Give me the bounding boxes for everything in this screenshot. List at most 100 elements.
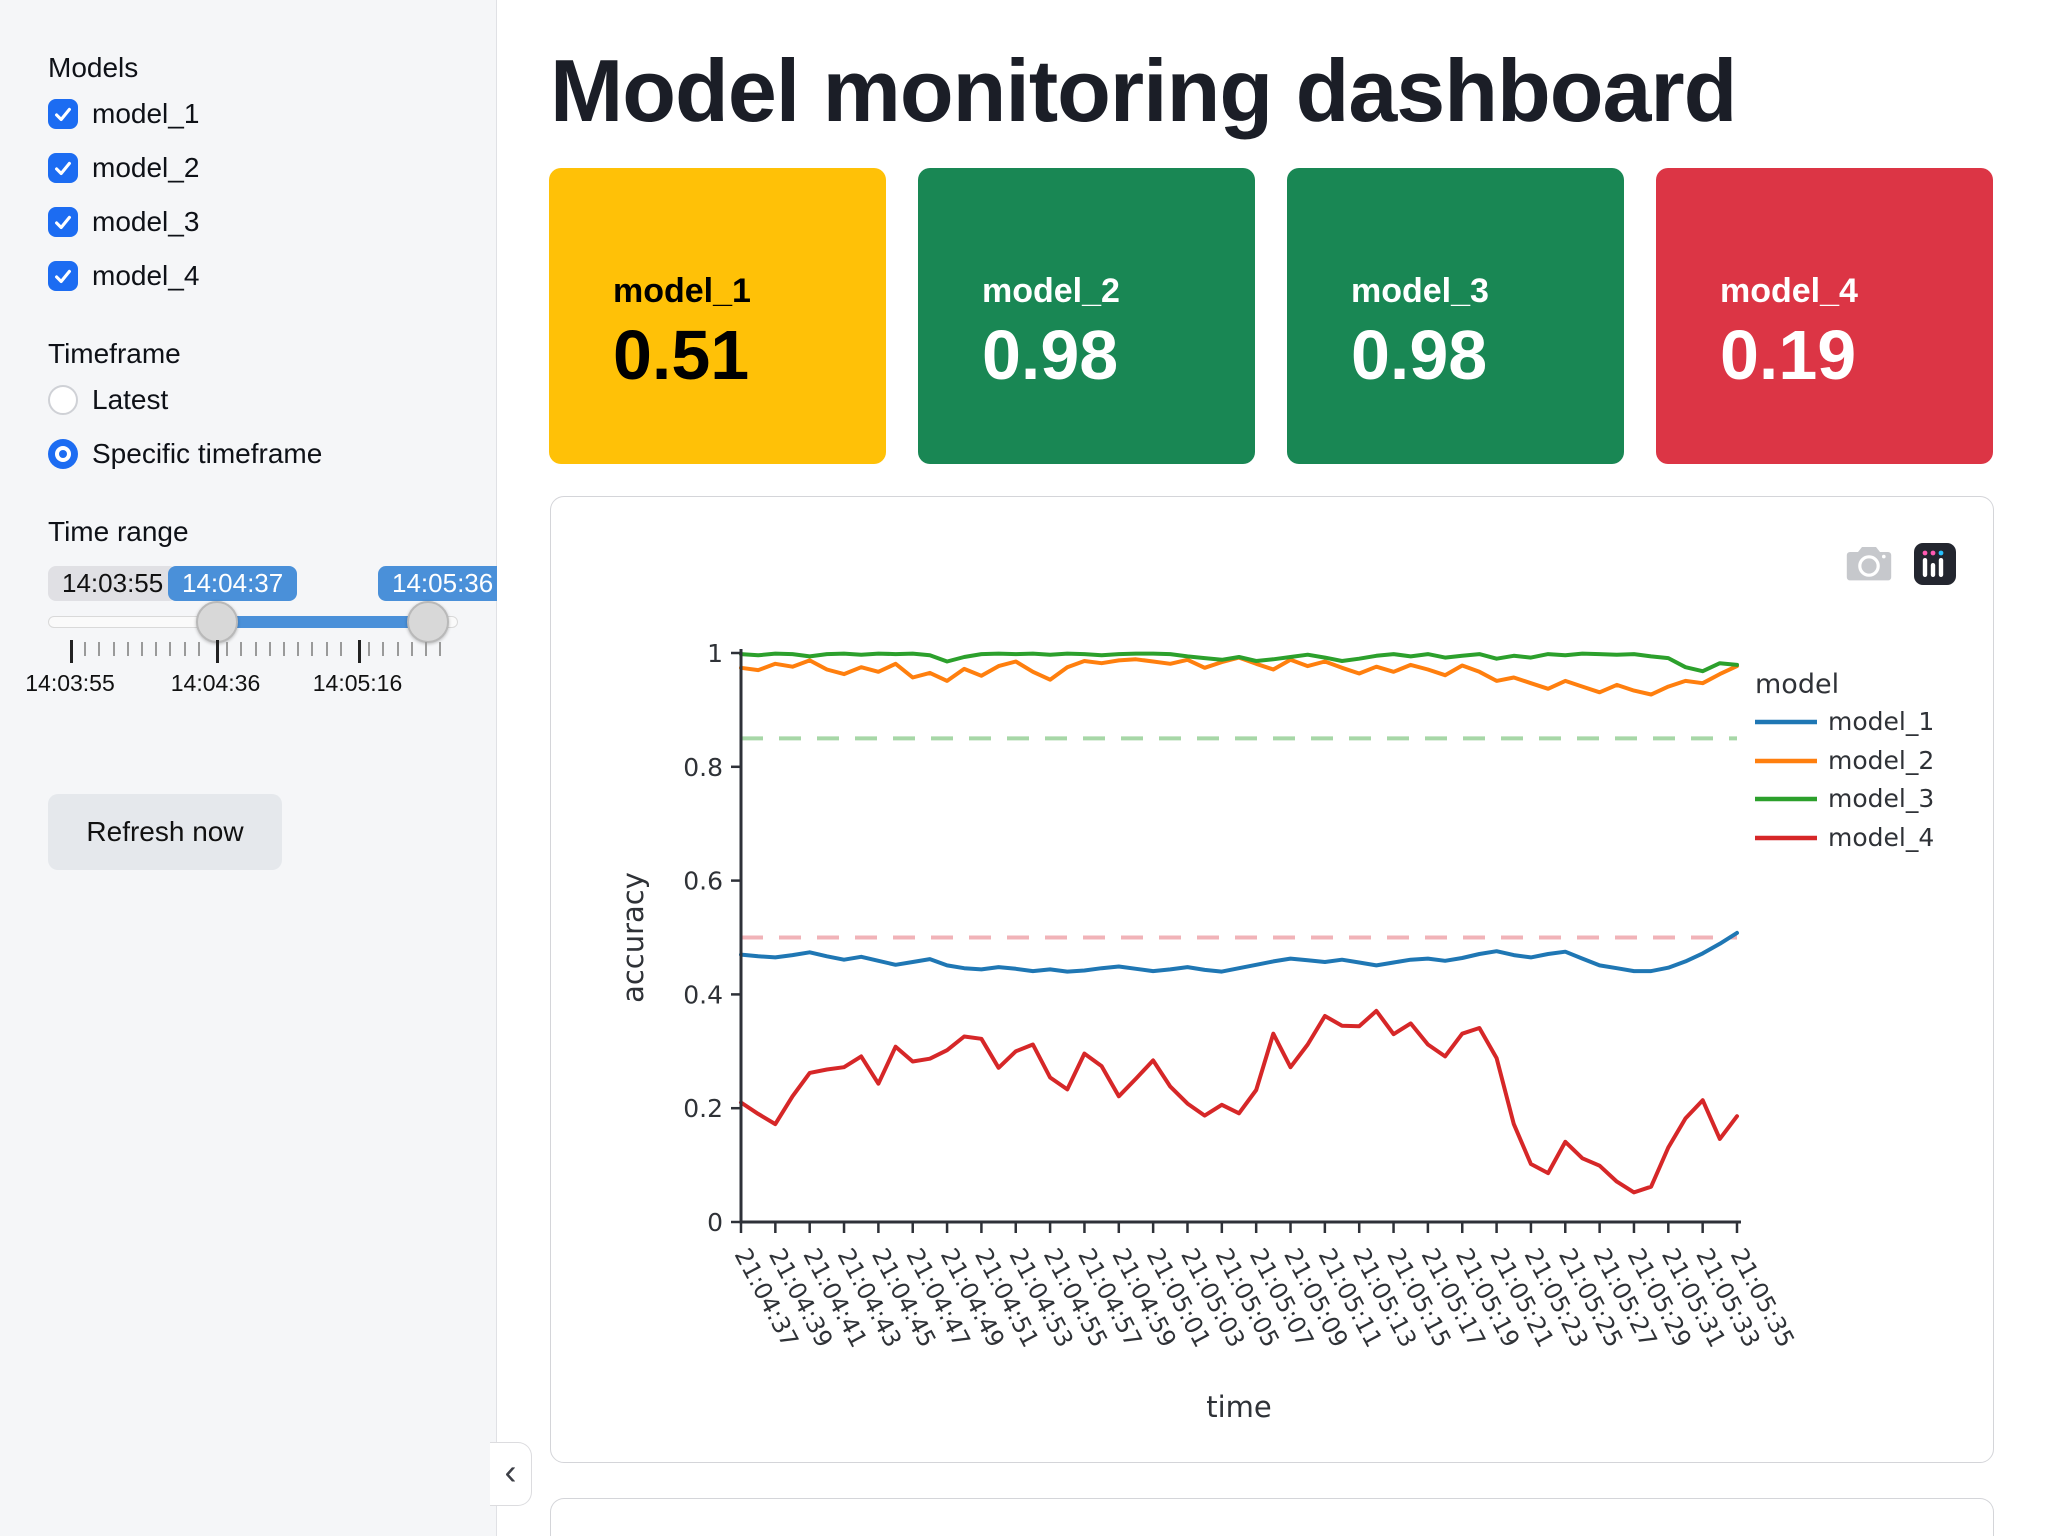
slider-end-handle[interactable]	[407, 601, 449, 643]
checkbox-checked-icon[interactable]	[48, 261, 78, 291]
main-content: Model monitoring dashboard model_1 0.51 m…	[497, 0, 2048, 1536]
sidebar: Models model_1 model_2 model_3 model_4 T…	[0, 0, 508, 1536]
chevron-left-icon: ‹	[504, 1451, 517, 1492]
models-label: Models	[48, 52, 139, 83]
camera-icon[interactable]	[1846, 544, 1892, 584]
checkbox-label: model_3	[92, 206, 200, 237]
metric-card: model_3 0.98	[1287, 168, 1624, 464]
ruler-minor-tick	[197, 642, 200, 656]
ruler-tick-label: 14:04:36	[170, 670, 261, 696]
accuracy-line-chart[interactable]: 00.20.40.60.8121:04:3721:04:3921:04:4121…	[551, 497, 1993, 1462]
slider-start-handle[interactable]	[196, 601, 238, 643]
metric-card: model_4 0.19	[1656, 168, 1993, 464]
ruler-major-tick	[215, 640, 219, 663]
model-checkbox-row[interactable]: model_4	[48, 260, 496, 292]
ruler-minor-tick	[112, 642, 115, 656]
ruler-minor-tick	[283, 642, 285, 656]
svg-text:model_1: model_1	[1828, 707, 1934, 736]
model-checkbox-row[interactable]: model_1	[48, 98, 496, 130]
series-model_2	[739, 655, 1739, 697]
plotly-logo-icon[interactable]	[1914, 543, 1956, 585]
timeframe-label: Timeframe	[48, 338, 181, 369]
time-range-label: Time range	[48, 516, 189, 547]
y-tick-label: 1	[707, 639, 723, 668]
ruler-minor-tick	[226, 642, 229, 656]
y-tick-label: 0.8	[683, 753, 723, 782]
ruler-minor-tick	[439, 642, 442, 656]
slider-start-value-pill: 14:04:37	[168, 566, 298, 601]
radio-unselected-icon[interactable]	[48, 385, 78, 415]
timeframe-radio-group: Latest Specific timeframe	[48, 384, 496, 470]
page-title: Model monitoring dashboard	[550, 41, 1737, 140]
y-tick-label: 0	[707, 1208, 723, 1237]
metric-card-value: 0.51	[613, 316, 750, 394]
slider-selected-range[interactable]	[217, 616, 428, 628]
radio-label: Latest	[92, 384, 169, 415]
model-checkbox-row[interactable]: model_2	[48, 152, 496, 184]
metric-cards-row: model_1 0.51 model_2 0.98 model_3 0.98 mode…	[549, 168, 1993, 464]
time-range-slider: 14:03:55 14:04:37 14:05:36 14:03:55 14:04…	[25, 566, 508, 754]
metric-card-value: 0.98	[1351, 316, 1488, 394]
checkbox-checked-icon[interactable]	[48, 207, 78, 237]
ruler-minor-tick	[410, 642, 413, 656]
ruler-minor-tick	[155, 642, 158, 656]
checkbox-checked-icon[interactable]	[48, 153, 78, 183]
ruler-minor-tick	[339, 642, 342, 656]
sidebar-collapse-button[interactable]: ‹	[490, 1442, 532, 1506]
slider-ruler: 14:03:55 14:04:36 14:05:16	[25, 634, 478, 754]
svg-text:model_3: model_3	[1828, 784, 1934, 813]
metric-card-label: model_2	[982, 272, 1120, 310]
radio-selected-icon[interactable]	[48, 439, 78, 469]
ruler-minor-tick	[396, 642, 399, 656]
y-axis-title: accuracy	[616, 872, 650, 1003]
legend-entry-model_2[interactable]: model_2	[1755, 746, 1934, 775]
ruler-minor-tick	[183, 642, 186, 656]
ruler-minor-tick	[311, 642, 314, 656]
checkbox-label: model_1	[92, 98, 200, 129]
legend-title: model	[1755, 669, 1839, 700]
slider-min-value-pill: 14:03:55	[48, 566, 178, 601]
metric-card: model_2 0.98	[918, 168, 1255, 464]
ruler-minor-tick	[141, 642, 143, 656]
timeframe-radio-row[interactable]: Specific timeframe	[48, 438, 496, 470]
y-tick-label: 0.4	[683, 980, 723, 1009]
series-model_4	[739, 1008, 1739, 1195]
y-tick-label: 0.6	[683, 867, 723, 896]
legend-entry-model_3[interactable]: model_3	[1755, 784, 1934, 813]
models-checkbox-group: model_1 model_2 model_3 model_4	[48, 98, 496, 292]
timeframe-radio-row[interactable]: Latest	[48, 384, 496, 416]
ruler-minor-tick	[425, 642, 427, 656]
ruler-minor-tick	[325, 642, 328, 656]
refresh-button[interactable]: Refresh now	[48, 794, 282, 870]
ruler-minor-tick	[368, 642, 371, 656]
ruler-major-tick	[70, 640, 73, 663]
metric-card-value: 0.98	[982, 316, 1119, 394]
radio-label: Specific timeframe	[92, 438, 323, 469]
ruler-tick-label: 14:05:16	[312, 670, 403, 696]
x-axis-title: time	[1206, 1390, 1272, 1424]
ruler-tick-label: 14:03:55	[25, 670, 115, 696]
ruler-minor-tick	[240, 642, 243, 656]
ruler-major-tick	[357, 640, 361, 663]
ruler-minor-tick	[268, 642, 271, 656]
series-model_1	[739, 930, 1739, 974]
metric-card-value: 0.19	[1720, 316, 1857, 394]
accuracy-chart-card: 0 0.2 0.4 0.6 0.8 1 21:04:37 21:04:39 21:04:41 21…	[550, 496, 1994, 1463]
metric-card-label: model_1	[613, 272, 751, 310]
model-checkbox-row[interactable]: model_3	[48, 206, 496, 238]
svg-text:model_4: model_4	[1828, 823, 1934, 852]
next-chart-card	[550, 1498, 1994, 1536]
metric-card-label: model_3	[1351, 272, 1489, 310]
checkbox-checked-icon[interactable]	[48, 99, 78, 129]
svg-text:model_2: model_2	[1828, 746, 1934, 775]
y-tick-label: 0.2	[683, 1094, 723, 1123]
checkbox-label: model_4	[92, 260, 200, 291]
ruler-minor-tick	[382, 642, 385, 656]
legend-entry-model_4[interactable]: model_4	[1755, 823, 1934, 852]
legend-entry-model_1[interactable]: model_1	[1755, 707, 1934, 736]
ruler-minor-tick	[84, 642, 87, 656]
metric-card-label: model_4	[1720, 272, 1858, 310]
plotly-modebar	[1846, 543, 1956, 585]
ruler-minor-tick	[169, 642, 172, 656]
series-model_3	[739, 651, 1739, 674]
